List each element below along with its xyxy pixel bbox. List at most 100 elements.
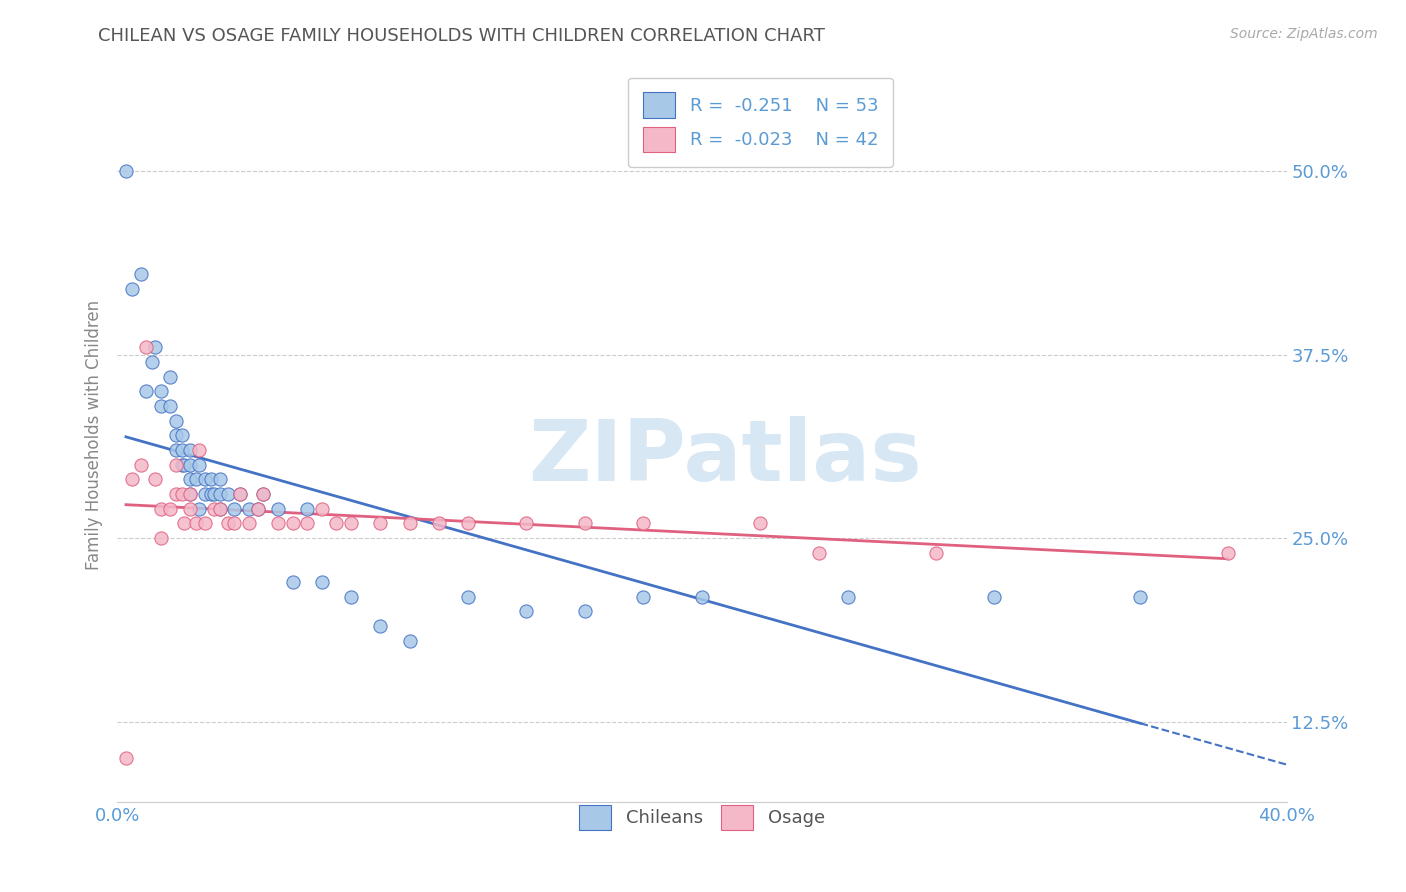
Legend: Chileans, Osage: Chileans, Osage	[564, 790, 839, 845]
Point	[457, 590, 479, 604]
Point	[807, 546, 830, 560]
Point	[281, 575, 304, 590]
Point	[173, 516, 195, 531]
Text: ZIPatlas: ZIPatlas	[529, 416, 922, 499]
Point	[150, 384, 173, 399]
Point	[1129, 590, 1152, 604]
Point	[179, 487, 201, 501]
Point	[179, 443, 201, 458]
Point	[165, 414, 187, 428]
Point	[194, 516, 217, 531]
Point	[340, 590, 363, 604]
Point	[165, 443, 187, 458]
Point	[121, 472, 143, 486]
Point	[457, 516, 479, 531]
Point	[297, 501, 319, 516]
Point	[165, 487, 187, 501]
Point	[267, 516, 290, 531]
Point	[188, 501, 211, 516]
Point	[311, 575, 333, 590]
Point	[135, 340, 157, 354]
Point	[633, 590, 655, 604]
Point	[238, 516, 260, 531]
Point	[229, 487, 252, 501]
Point	[179, 458, 201, 472]
Point	[202, 501, 225, 516]
Point	[200, 472, 222, 486]
Point	[115, 164, 138, 178]
Point	[170, 443, 193, 458]
Point	[165, 428, 187, 442]
Point	[925, 546, 948, 560]
Point	[141, 355, 163, 369]
Point	[173, 458, 195, 472]
Point	[398, 516, 420, 531]
Point	[184, 472, 207, 486]
Point	[574, 516, 596, 531]
Point	[1216, 546, 1239, 560]
Point	[252, 487, 274, 501]
Point	[281, 516, 304, 531]
Point	[267, 501, 290, 516]
Point	[224, 501, 246, 516]
Point	[143, 472, 166, 486]
Point	[129, 267, 152, 281]
Point	[340, 516, 363, 531]
Point	[217, 487, 239, 501]
Point	[208, 501, 231, 516]
Point	[188, 443, 211, 458]
Point	[208, 472, 231, 486]
Point	[179, 472, 201, 486]
Point	[297, 516, 319, 531]
Point	[217, 516, 239, 531]
Text: Source: ZipAtlas.com: Source: ZipAtlas.com	[1230, 27, 1378, 41]
Point	[208, 501, 231, 516]
Point	[252, 487, 274, 501]
Point	[246, 501, 269, 516]
Point	[150, 531, 173, 545]
Point	[515, 516, 537, 531]
Point	[427, 516, 450, 531]
Point	[194, 472, 217, 486]
Point	[837, 590, 859, 604]
Text: CHILEAN VS OSAGE FAMILY HOUSEHOLDS WITH CHILDREN CORRELATION CHART: CHILEAN VS OSAGE FAMILY HOUSEHOLDS WITH …	[98, 27, 825, 45]
Point	[325, 516, 347, 531]
Point	[170, 428, 193, 442]
Point	[135, 384, 157, 399]
Point	[188, 458, 211, 472]
Point	[170, 458, 193, 472]
Point	[143, 340, 166, 354]
Point	[184, 516, 207, 531]
Point	[574, 605, 596, 619]
Point	[515, 605, 537, 619]
Point	[690, 590, 713, 604]
Point	[179, 501, 201, 516]
Point	[633, 516, 655, 531]
Point	[202, 487, 225, 501]
Point	[150, 399, 173, 413]
Point	[368, 516, 391, 531]
Point	[150, 501, 173, 516]
Point	[246, 501, 269, 516]
Point	[983, 590, 1005, 604]
Point	[115, 751, 138, 765]
Point	[238, 501, 260, 516]
Point	[368, 619, 391, 633]
Point	[208, 487, 231, 501]
Point	[229, 487, 252, 501]
Point	[159, 399, 181, 413]
Point	[194, 487, 217, 501]
Y-axis label: Family Households with Children: Family Households with Children	[86, 301, 103, 571]
Point	[224, 516, 246, 531]
Point	[179, 487, 201, 501]
Point	[129, 458, 152, 472]
Point	[121, 282, 143, 296]
Point	[159, 501, 181, 516]
Point	[165, 458, 187, 472]
Point	[170, 487, 193, 501]
Point	[311, 501, 333, 516]
Point	[159, 369, 181, 384]
Point	[200, 487, 222, 501]
Point	[749, 516, 772, 531]
Point	[398, 633, 420, 648]
